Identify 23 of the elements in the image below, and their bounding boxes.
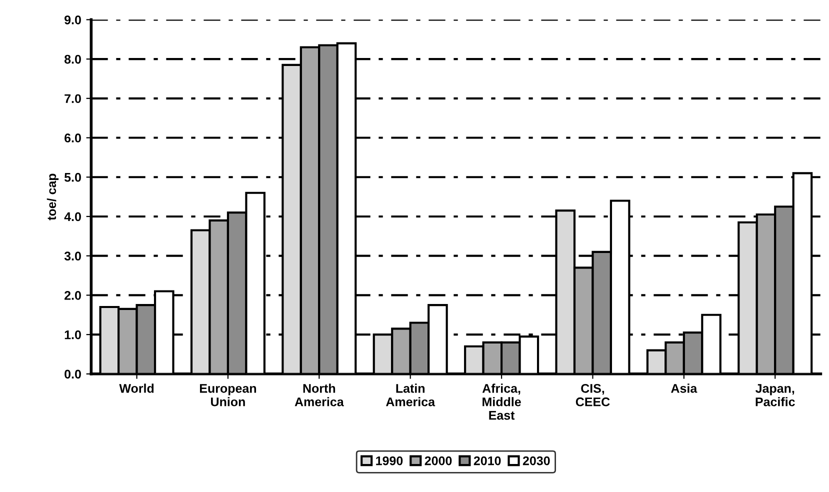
x-tick-label: Asia [671,384,698,393]
y-tick-label: 4.0 [64,212,81,222]
y-tick-label: 6.0 [64,134,81,142]
y-tick-label: 9.0 [64,15,81,24]
legend-label: 2030 [522,456,550,466]
x-tick-label: World [119,384,154,393]
y-tick-label: 0.0 [64,370,81,379]
legend-label: 1990 [376,456,403,466]
legend-label: 2000 [424,456,452,466]
x-tick-label: Latin America [386,384,436,406]
y-tick-label: 5.0 [64,172,81,182]
y-tick-label: 1.0 [64,330,81,340]
legend-label: 2010 [474,456,501,466]
y-tick-label: 2.0 [64,291,81,300]
x-tick-label: European Union [200,384,256,406]
x-tick-label: Africa, Middle East [482,384,521,420]
y-tick-label: 3.0 [64,252,81,261]
y-tick-label: 8.0 [64,54,81,64]
x-tick-label: North America [294,384,344,406]
y-tick-label: 7.0 [64,94,81,104]
x-tick-label: CIS, CEEC [576,384,610,406]
y-axis-title: toe/ cap [46,174,59,220]
x-tick-label: Japan, Pacific [756,384,795,406]
